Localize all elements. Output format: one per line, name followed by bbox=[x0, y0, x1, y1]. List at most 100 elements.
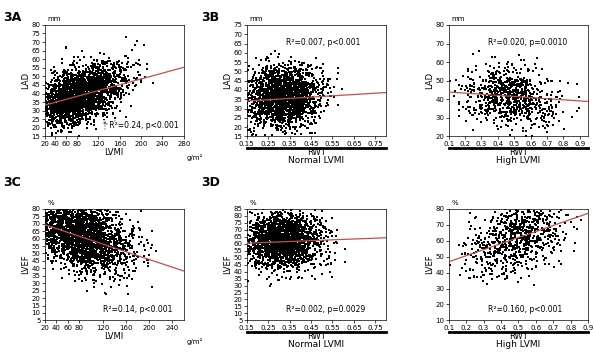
Point bbox=[490, 248, 500, 254]
Point bbox=[269, 227, 279, 233]
Point bbox=[78, 230, 87, 236]
Point bbox=[87, 245, 96, 251]
Point bbox=[277, 226, 287, 232]
Point bbox=[267, 118, 276, 124]
Point bbox=[268, 222, 277, 227]
Point bbox=[533, 110, 543, 115]
Point bbox=[250, 240, 260, 246]
Point bbox=[515, 235, 525, 240]
Point bbox=[96, 237, 105, 243]
Point bbox=[96, 79, 106, 84]
Point bbox=[77, 248, 87, 254]
Point bbox=[536, 213, 545, 218]
Point bbox=[63, 109, 72, 114]
Point bbox=[323, 261, 333, 267]
Point bbox=[105, 79, 115, 84]
Point bbox=[263, 222, 273, 228]
Point bbox=[67, 213, 76, 218]
Point bbox=[104, 89, 113, 95]
Point bbox=[519, 221, 529, 227]
Point bbox=[254, 77, 264, 83]
Point bbox=[80, 103, 90, 108]
Point bbox=[264, 77, 274, 83]
Point bbox=[482, 110, 492, 116]
Point bbox=[40, 93, 50, 98]
Point bbox=[85, 68, 94, 73]
Point bbox=[535, 109, 544, 115]
Point bbox=[283, 94, 292, 99]
Point bbox=[91, 244, 101, 250]
Point bbox=[113, 90, 122, 96]
Point bbox=[498, 97, 508, 103]
Point bbox=[96, 239, 105, 245]
Point bbox=[80, 73, 90, 79]
Point bbox=[50, 88, 59, 94]
Point bbox=[94, 235, 104, 240]
Point bbox=[67, 224, 77, 230]
Point bbox=[489, 99, 498, 105]
Point bbox=[310, 130, 320, 136]
Point bbox=[74, 97, 83, 103]
Point bbox=[482, 94, 491, 100]
Point bbox=[56, 96, 65, 102]
Point bbox=[89, 75, 98, 81]
Point bbox=[72, 250, 82, 256]
Point bbox=[270, 83, 280, 89]
Point bbox=[257, 99, 267, 105]
Point bbox=[49, 218, 58, 223]
Point bbox=[289, 224, 299, 230]
Point bbox=[283, 90, 292, 96]
Point bbox=[85, 74, 94, 80]
Point bbox=[316, 247, 326, 252]
Point bbox=[295, 124, 304, 129]
Point bbox=[267, 248, 277, 254]
Point bbox=[490, 226, 500, 232]
Point bbox=[538, 216, 548, 221]
Point bbox=[270, 233, 280, 239]
Point bbox=[46, 223, 56, 229]
Point bbox=[506, 260, 516, 265]
Point bbox=[122, 255, 131, 261]
Point bbox=[97, 233, 106, 239]
Point bbox=[84, 238, 94, 244]
Point bbox=[73, 86, 83, 91]
Point bbox=[71, 229, 80, 235]
Point bbox=[548, 250, 557, 256]
Point bbox=[295, 81, 305, 87]
Point bbox=[262, 276, 271, 282]
Point bbox=[62, 96, 72, 102]
Point bbox=[106, 94, 116, 100]
Point bbox=[485, 89, 495, 95]
Point bbox=[340, 259, 350, 265]
Point bbox=[65, 99, 75, 104]
Point bbox=[59, 94, 68, 100]
Point bbox=[516, 238, 526, 244]
Point bbox=[56, 106, 66, 112]
Point bbox=[59, 232, 68, 238]
Point bbox=[267, 265, 276, 271]
Point bbox=[476, 119, 485, 125]
Point bbox=[55, 221, 64, 227]
Point bbox=[310, 246, 320, 252]
Point bbox=[474, 85, 484, 90]
Point bbox=[92, 228, 102, 234]
Point bbox=[59, 88, 68, 94]
Point bbox=[265, 100, 274, 105]
Point bbox=[63, 99, 72, 105]
Point bbox=[74, 112, 83, 117]
Point bbox=[55, 213, 65, 219]
Point bbox=[266, 254, 276, 260]
Point bbox=[43, 95, 53, 100]
Point bbox=[282, 238, 291, 244]
Point bbox=[65, 107, 74, 112]
Point bbox=[493, 248, 503, 253]
Point bbox=[522, 115, 532, 120]
Point bbox=[293, 109, 303, 115]
Point bbox=[293, 101, 303, 107]
Point bbox=[284, 85, 293, 90]
Point bbox=[291, 103, 301, 109]
Point bbox=[254, 80, 264, 86]
Point bbox=[481, 61, 491, 67]
Point bbox=[277, 92, 286, 98]
Point bbox=[290, 124, 300, 130]
